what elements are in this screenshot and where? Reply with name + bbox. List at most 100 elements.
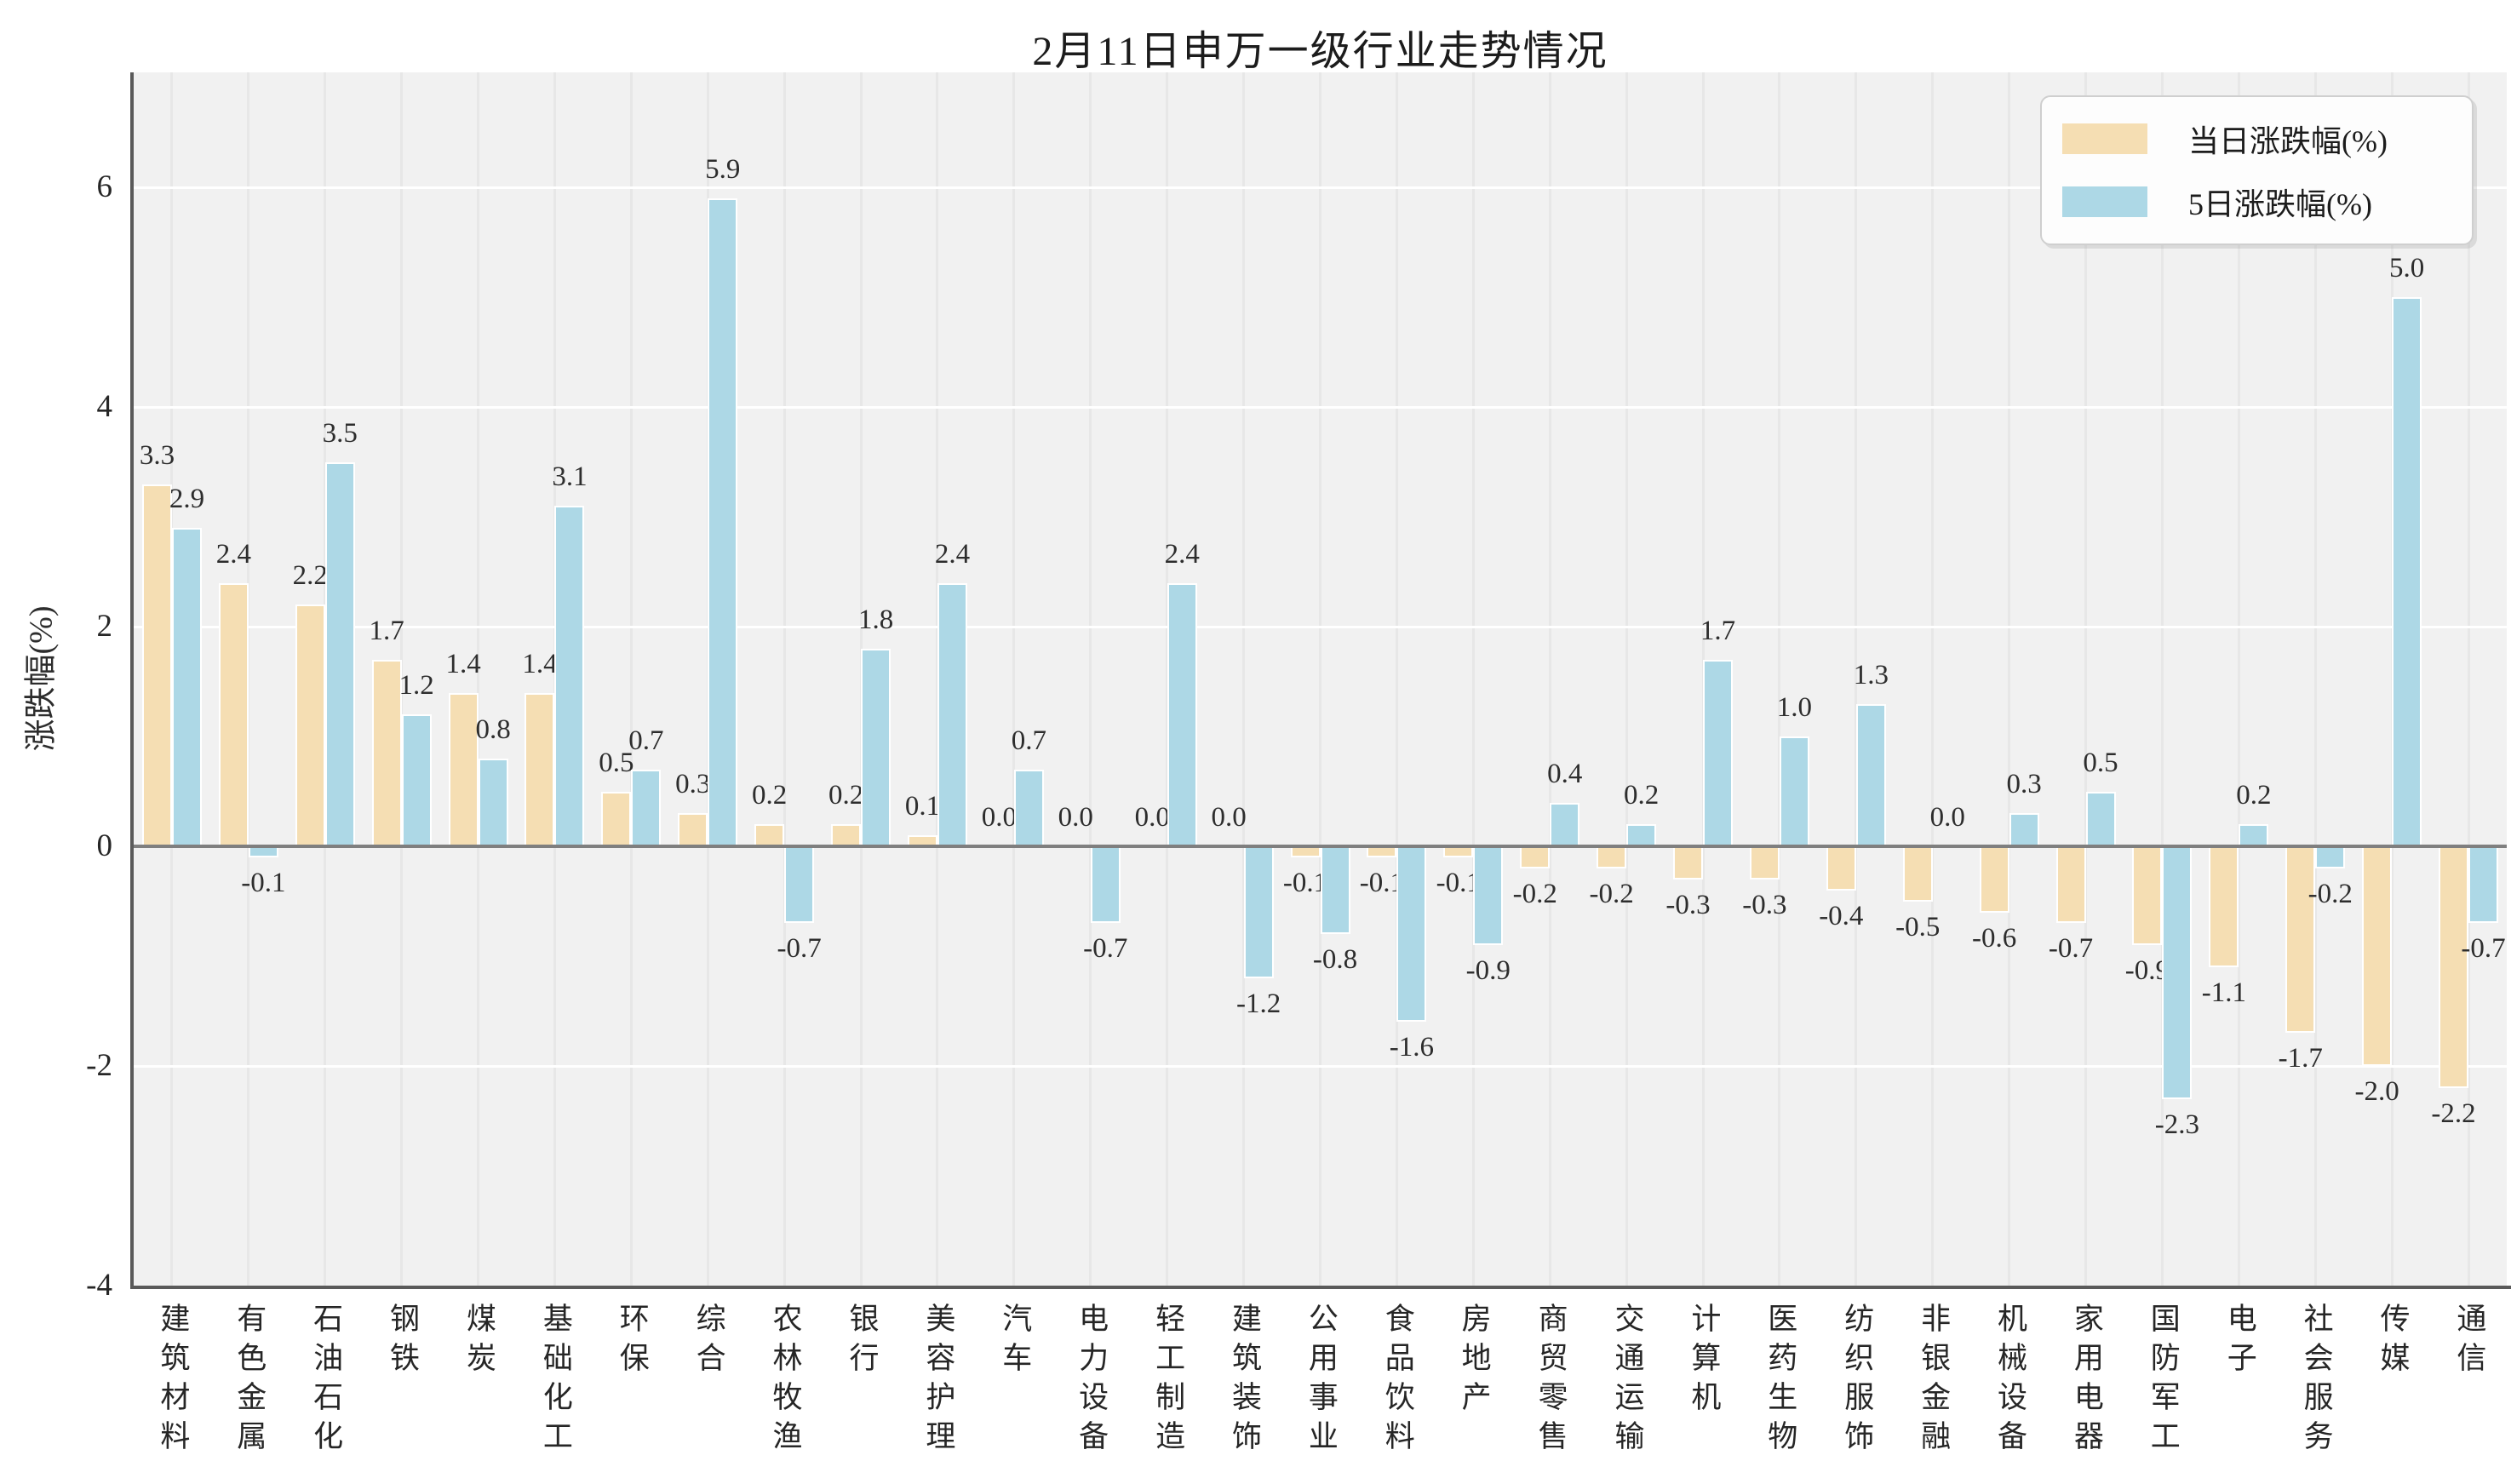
x-axis-spine [130, 1286, 2511, 1289]
v-gridline [2313, 72, 2317, 1286]
bar-5day [1550, 802, 1580, 849]
bar-5day [1090, 845, 1121, 924]
bar-value-label: 0.2 [828, 780, 864, 811]
y-tick-label: 4 [96, 389, 113, 425]
bar-5day [1473, 845, 1504, 946]
v-gridline [1855, 72, 1858, 1286]
h-gridline [134, 625, 2507, 628]
x-tick-label: 银行 [845, 1303, 879, 1381]
x-tick-label: 非银金融 [1917, 1303, 1951, 1459]
bar-value-label: 0.0 [981, 802, 1017, 834]
x-tick-label: 环保 [615, 1303, 649, 1381]
bar-value-label: -0.7 [777, 933, 822, 965]
x-tick-label: 电力设备 [1075, 1303, 1109, 1459]
legend-label-today: 当日涨跌幅(%) [2188, 123, 2388, 158]
bar-value-label: -2.0 [2354, 1076, 2399, 1108]
bar-value-label: 0.2 [2236, 780, 2272, 811]
x-tick-label: 石油石化 [309, 1303, 343, 1459]
bar-value-label: -0.1 [1359, 868, 1405, 899]
v-gridline [1471, 72, 1475, 1286]
h-gridline [134, 186, 2507, 189]
bar-value-label: 1.0 [1776, 692, 1813, 724]
bar-value-label: 5.0 [2389, 253, 2425, 284]
bar-today [1902, 845, 1933, 902]
bar-value-label: 1.2 [398, 670, 434, 702]
x-tick-label: 电子 [2222, 1303, 2256, 1381]
x-tick-label: 建筑材料 [156, 1303, 190, 1459]
bar-value-label: 2.4 [1164, 538, 1200, 570]
bar-today [2055, 845, 2086, 924]
x-tick-label: 轻工制造 [1151, 1303, 1185, 1459]
bar-5day [937, 582, 967, 849]
bar-today [2285, 845, 2316, 1034]
bar-value-label: -0.7 [2048, 933, 2094, 965]
bar-value-label: -0.9 [1465, 955, 1511, 987]
bar-value-label: 1.4 [522, 648, 558, 679]
v-gridline [629, 72, 633, 1286]
bar-5day [171, 528, 202, 849]
bar-5day [1167, 582, 1197, 849]
v-gridline [2008, 72, 2011, 1286]
v-gridline [1548, 72, 1551, 1286]
bar-value-label: 0.3 [675, 769, 711, 800]
v-gridline [1242, 72, 1246, 1286]
y-axis-spine [130, 72, 134, 1289]
x-tick-label: 机械设备 [1993, 1303, 2027, 1459]
v-gridline [1089, 72, 1092, 1286]
x-tick-label: 通信 [2452, 1303, 2486, 1381]
bar-today [1826, 845, 1856, 891]
bar-today [2209, 845, 2239, 967]
legend-swatch-today [2062, 123, 2147, 154]
v-gridline [477, 72, 480, 1286]
bar-value-label: 0.3 [2006, 769, 2042, 800]
bar-5day [631, 769, 662, 849]
bar-value-label: -0.1 [1436, 868, 1481, 899]
bar-value-label: -0.3 [1742, 889, 1787, 920]
bar-today [1673, 845, 1704, 880]
bar-value-label: -2.2 [2431, 1097, 2476, 1129]
v-gridline [1395, 72, 1398, 1286]
bar-value-label: 0.7 [628, 725, 664, 756]
x-tick-label: 钢铁 [386, 1303, 420, 1381]
bar-value-label: 1.7 [1700, 615, 1736, 646]
bar-5day [784, 845, 815, 924]
bar-value-label: -1.7 [2278, 1043, 2323, 1074]
bar-value-label: -0.2 [1589, 878, 1634, 909]
x-tick-label: 计算机 [1687, 1303, 1721, 1420]
zero-line [134, 845, 2507, 849]
bar-value-label: -0.1 [241, 868, 286, 899]
y-tick-label: -2 [86, 1048, 112, 1084]
bar-value-label: -1.2 [1235, 988, 1281, 1019]
v-gridline [2160, 72, 2164, 1286]
bar-value-label: 1.7 [369, 615, 404, 646]
bar-5day [861, 649, 891, 849]
legend: 当日涨跌幅(%) 5日涨跌幅(%) [2040, 95, 2474, 245]
v-gridline [1012, 72, 1016, 1286]
bar-value-label: 0.7 [1011, 725, 1046, 756]
bar-today [678, 813, 708, 849]
x-tick-label: 综合 [691, 1303, 725, 1381]
bar-today [141, 484, 172, 849]
bar-value-label: 3.1 [552, 461, 588, 493]
x-tick-label: 社会服务 [2299, 1303, 2333, 1459]
bar-today [218, 582, 249, 849]
x-tick-label: 有色金属 [232, 1303, 267, 1459]
bar-value-label: 0.8 [475, 713, 511, 745]
legend-swatch-5day [2062, 186, 2147, 218]
bar-value-label: -0.4 [1819, 900, 1864, 931]
bar-today [1749, 845, 1780, 880]
bar-value-label: 2.2 [292, 560, 328, 592]
bar-value-label: 0.2 [752, 780, 788, 811]
bar-value-label: -0.2 [1512, 878, 1557, 909]
v-gridline [2467, 72, 2470, 1286]
x-tick-label: 交通运输 [1610, 1303, 1644, 1459]
bar-5day [2315, 845, 2346, 868]
bar-value-label: -0.7 [2461, 933, 2506, 965]
bar-value-label: 0.0 [1929, 802, 1965, 834]
bar-value-label: 0.5 [599, 747, 634, 778]
bar-today [371, 659, 402, 849]
legend-item-5day: 5日涨跌幅(%) [2062, 180, 2472, 224]
bar-value-label: 0.4 [1547, 758, 1583, 789]
x-tick-label: 食品饮料 [1380, 1303, 1414, 1459]
